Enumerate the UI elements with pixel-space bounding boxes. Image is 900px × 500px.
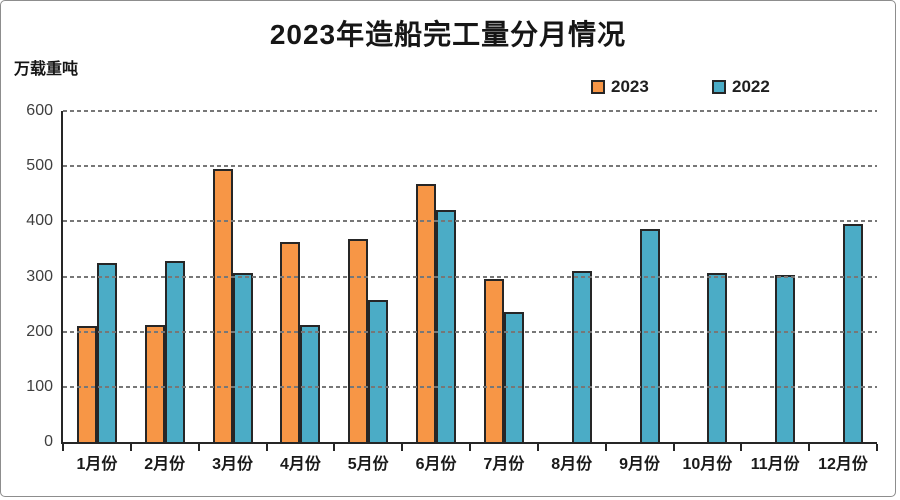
x-axis-tick	[129, 444, 132, 451]
x-axis-tick	[333, 444, 336, 451]
x-axis-label-3月份: 3月份	[212, 456, 254, 473]
x-axis-tick	[536, 444, 539, 451]
legend-item-2023: 2023	[591, 77, 649, 97]
plot-area	[61, 110, 878, 451]
bar-2022-1月份	[96, 262, 117, 442]
x-axis-label-10月份: 10月份	[682, 456, 733, 473]
gridline-200	[63, 330, 877, 333]
gridline-400	[63, 220, 877, 223]
y-axis-label-100: 100	[26, 377, 53, 395]
x-axis-tick	[740, 444, 743, 451]
bar-2022-5月份	[368, 299, 389, 442]
x-axis-label-7月份: 7月份	[483, 456, 525, 473]
chart-title: 2023年造船完工量分月情况	[269, 19, 627, 50]
category-6月份	[402, 111, 470, 442]
legend-label-2022: 2022	[732, 77, 770, 96]
category-3月份	[199, 111, 267, 442]
x-axis-label-9月份: 9月份	[619, 456, 660, 473]
x-axis-label-4月份: 4月份	[279, 456, 321, 473]
x-axis-tick	[197, 444, 200, 451]
x-axis-label-8月份: 8月份	[551, 456, 593, 473]
category-10月份	[673, 111, 741, 442]
x-axis-label-5月份: 5月份	[347, 456, 389, 473]
x-axis-tick-labels: 1月份 2月份 3月份 4月份 5月份 6月份 7月份 8月份 9月份 10月份 11月份 12月份	[63, 450, 877, 474]
x-axis-tick	[62, 444, 64, 451]
bar-2022-8月份	[571, 270, 592, 442]
legend-swatch-2023-icon	[591, 80, 605, 94]
x-axis-label-2月份: 2月份	[144, 456, 186, 473]
category-4月份	[266, 111, 334, 442]
category-1月份	[63, 111, 131, 442]
legend-swatch-2022-icon	[712, 80, 726, 94]
bar-2023-5月份	[348, 239, 369, 442]
bar-2022-9月份	[639, 228, 660, 442]
x-axis-tick	[604, 444, 607, 451]
y-axis-label-500: 500	[26, 157, 53, 175]
y-axis-unit-label: 万载重吨	[14, 61, 79, 78]
bar-2023-6月份	[416, 184, 437, 442]
x-axis-line	[61, 442, 877, 444]
bar-2023-1月份	[76, 326, 97, 442]
bar-categories	[63, 111, 877, 442]
bar-2022-10月份	[707, 272, 728, 442]
x-axis-tick	[401, 444, 404, 451]
gridline-100	[63, 385, 877, 388]
category-8月份	[538, 111, 606, 442]
x-axis-label-11月份: 11月份	[750, 456, 800, 473]
bar-2022-6月份	[436, 209, 457, 442]
bar-2023-7月份	[483, 279, 504, 442]
y-axis-line	[61, 111, 63, 444]
gridline-500	[63, 165, 877, 168]
bar-2022-4月份	[300, 325, 321, 442]
y-axis-label-0: 0	[44, 433, 53, 450]
category-2月份	[131, 111, 199, 442]
bar-2023-2月份	[144, 324, 165, 442]
category-9月份	[606, 111, 674, 442]
x-axis-tick	[672, 444, 675, 451]
y-axis-label-400: 400	[26, 212, 53, 230]
x-axis-label-1月份: 1月份	[76, 456, 118, 473]
gridline-300	[63, 275, 877, 278]
bar-2022-12月份	[843, 224, 864, 442]
x-axis-tick	[469, 444, 471, 451]
legend-item-2022: 2022	[712, 77, 770, 97]
bar-2022-7月份	[503, 312, 524, 442]
bar-2023-3月份	[212, 168, 233, 442]
legend-label-2023: 2023	[611, 77, 649, 96]
x-axis-tick	[808, 444, 811, 451]
gridline-600	[63, 110, 877, 112]
bar-2022-3月份	[232, 272, 253, 442]
bar-2022-11月份	[775, 275, 796, 442]
bar-2023-4月份	[280, 241, 301, 442]
x-axis-label-6月份: 6月份	[415, 456, 457, 473]
y-axis-label-300: 300	[26, 267, 53, 285]
category-7月份	[470, 111, 538, 442]
x-axis-label-12月份: 12月份	[818, 456, 868, 473]
x-axis-tick	[265, 444, 268, 451]
y-axis-label-200: 200	[26, 322, 53, 340]
y-axis-tick-labels: 0 100 200 300 400 500 600	[1, 102, 53, 450]
y-axis-label-600: 600	[26, 102, 53, 119]
bar-2022-2月份	[164, 261, 185, 442]
category-5月份	[334, 111, 402, 442]
x-axis-tick	[876, 444, 878, 451]
